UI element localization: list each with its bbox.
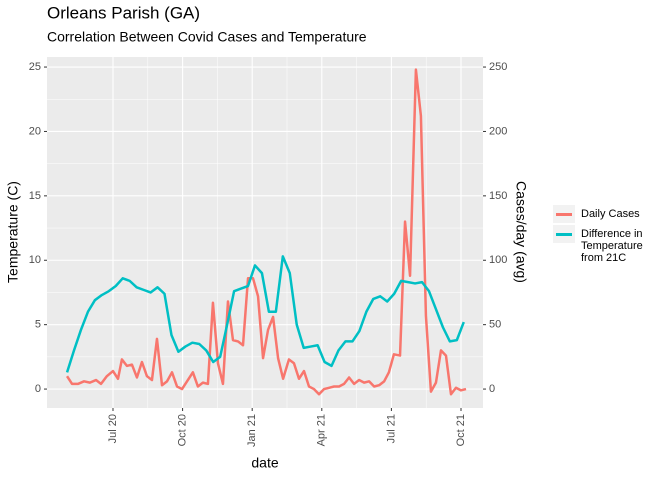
chart-title: Orleans Parish (GA) [47, 3, 200, 22]
y2-tick-label: 200 [489, 125, 507, 137]
y2-tick-label: 50 [489, 319, 501, 331]
y2-tick-label: 0 [489, 383, 495, 395]
x-tick-label: Jul 21 [385, 414, 397, 443]
x-tick-label: Oct 20 [176, 414, 188, 446]
x-axis-title: date [251, 455, 278, 471]
legend-item: Daily Cases [553, 205, 663, 223]
x-tick-label: Jul 20 [107, 414, 119, 443]
panel [47, 57, 483, 408]
legend-label: Difference in Temperature from 21C [581, 228, 643, 264]
y-tick-label: 0 [35, 383, 41, 395]
y-tick-label: 5 [35, 319, 41, 331]
legend-key [553, 225, 575, 243]
y2-tick-label: 250 [489, 61, 507, 73]
legend-item: Difference in Temperature from 21C [553, 225, 663, 264]
legend-label: Daily Cases [581, 208, 640, 220]
x-tick-label: Jan 21 [246, 414, 258, 447]
series-line [65, 255, 465, 373]
x-tick-label: Apr 21 [316, 414, 328, 446]
y2-axis-title: Cases/day (avg) [513, 181, 529, 283]
series-line [66, 68, 467, 396]
y2-tick-label: 100 [489, 254, 507, 266]
legend: Daily Cases Difference in Temperature fro… [553, 205, 663, 266]
y-tick-label: 20 [29, 125, 41, 137]
x-tick-label: Oct 21 [455, 414, 467, 446]
y-tick-label: 10 [29, 254, 41, 266]
y-tick-label: 15 [29, 190, 41, 202]
y2-tick-label: 150 [489, 190, 507, 202]
y-axis-title: Temperature (C) [5, 181, 21, 283]
y-tick-label: 25 [29, 61, 41, 73]
legend-key [553, 205, 575, 223]
chart-subtitle: Correlation Between Covid Cases and Temp… [47, 29, 367, 45]
